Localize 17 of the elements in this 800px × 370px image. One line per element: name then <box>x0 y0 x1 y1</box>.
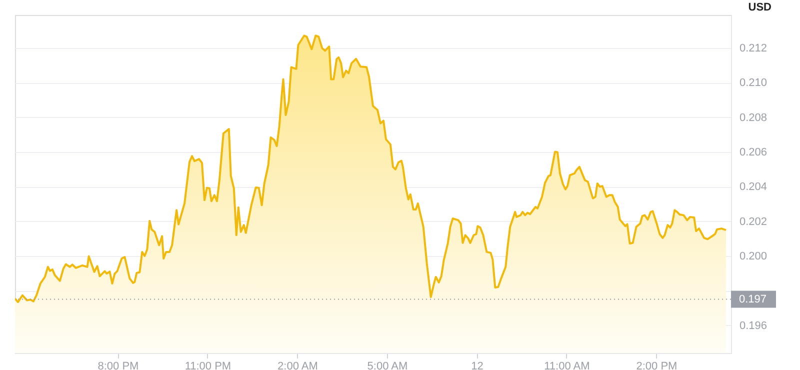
x-tick-label: 5:00 AM <box>367 360 408 370</box>
x-tick-label: 11:00 AM <box>544 360 590 370</box>
y-tick-label: 0.200 <box>740 250 768 262</box>
y-tick-label: 0.202 <box>740 216 768 228</box>
y-tick-label: 0.196 <box>740 320 768 332</box>
ref-line-label: 0.197 <box>739 293 767 306</box>
x-tick-label: 2:00 AM <box>278 360 318 370</box>
y-tick-label: 0.208 <box>740 112 768 124</box>
y-tick-label: 0.212 <box>740 42 768 54</box>
y-tick-label: 0.210 <box>740 77 768 90</box>
y-tick-label: 0.206 <box>740 146 768 158</box>
x-tick-label: 12 <box>471 360 484 370</box>
x-tick-label: 11:00 PM <box>184 360 232 370</box>
x-tick-label: 2:00 PM <box>636 360 678 370</box>
y-tick-label: 0.204 <box>740 181 768 194</box>
x-tick-label: 8:00 PM <box>98 360 139 370</box>
y-axis-title: USD <box>748 2 772 14</box>
